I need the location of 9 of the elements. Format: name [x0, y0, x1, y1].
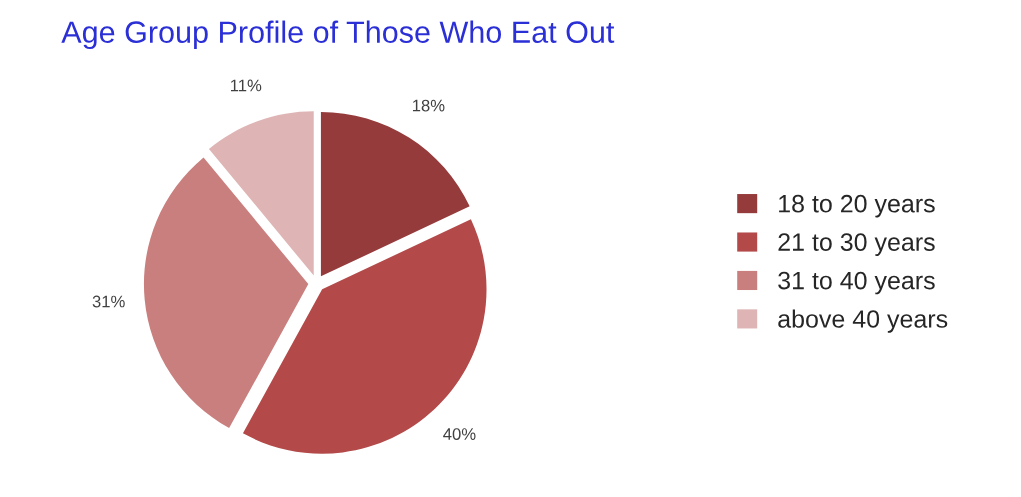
legend-label: 18 to 20 years: [779, 194, 935, 218]
legend-label: 31 to 40 years: [778, 271, 935, 295]
legend-label: 21 to 30 years: [778, 233, 935, 256]
data-label: 40%: [443, 428, 476, 440]
legend-label: above 40 years: [778, 309, 948, 333]
data-label: 31%: [92, 295, 125, 308]
chart-title: Age Group Profile of Those Who Eat Out: [61, 20, 615, 50]
data-label: 18%: [412, 99, 445, 112]
data-label: 11%: [231, 79, 262, 92]
